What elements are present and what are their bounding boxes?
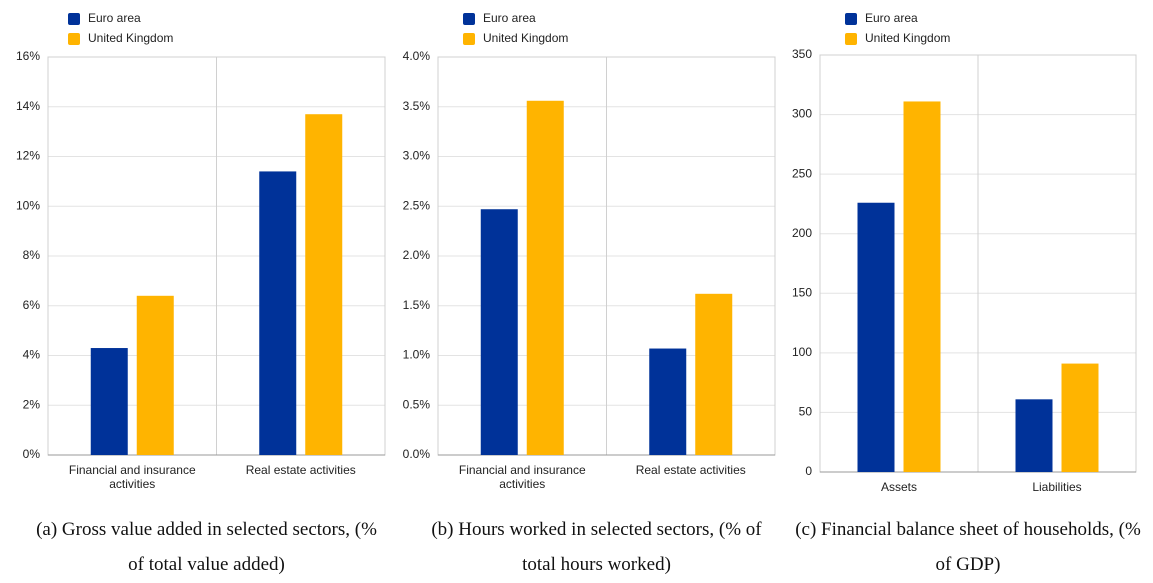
legend-swatch (68, 33, 80, 45)
y-tick-label: 4% (23, 348, 41, 362)
legend-swatch (845, 33, 857, 45)
x-tick-label: Real estate activities (635, 463, 746, 477)
y-tick-label: 12% (16, 149, 40, 163)
caption: (c) Financial balance sheet of household… (795, 519, 1141, 575)
legend-label: Euro area (865, 11, 918, 25)
bar (259, 171, 297, 456)
x-tick-label: Real estate activities (245, 463, 356, 477)
y-tick-label: 0% (23, 447, 41, 461)
bar (136, 295, 174, 455)
bar (526, 100, 564, 455)
bar (1061, 363, 1099, 472)
legend-label: United Kingdom (865, 31, 950, 45)
y-tick-label: 1.0% (403, 348, 431, 362)
bar (649, 348, 687, 455)
x-tick-label: Assets (880, 480, 917, 494)
legend-swatch (68, 13, 80, 25)
x-tick-label: Liabilities (1032, 480, 1082, 494)
y-tick-label: 350 (792, 47, 812, 61)
legend-label: United Kingdom (483, 31, 568, 45)
bar (695, 293, 733, 455)
y-tick-label: 14% (16, 99, 40, 113)
y-tick-label: 250 (792, 166, 812, 180)
bar (857, 202, 895, 473)
bar (480, 209, 518, 455)
y-tick-label: 300 (792, 107, 812, 121)
y-tick-label: 200 (792, 226, 812, 240)
y-tick-label: 2.0% (403, 248, 431, 262)
bar (903, 101, 941, 473)
y-tick-label: 50 (799, 405, 813, 419)
y-tick-label: 2% (23, 397, 41, 411)
legend-label: Euro area (483, 11, 536, 25)
x-tick-label: Financial and insurance activities (458, 463, 586, 491)
legend-swatch (845, 13, 857, 25)
y-tick-label: 3.0% (403, 149, 431, 163)
legend-swatch (463, 33, 475, 45)
y-tick-label: 100 (792, 345, 812, 359)
y-tick-label: 0.5% (403, 397, 431, 411)
bar (1015, 399, 1053, 472)
y-tick-label: 16% (16, 49, 40, 63)
legend-swatch (463, 13, 475, 25)
y-tick-label: 4.0% (403, 49, 431, 63)
y-tick-label: 10% (16, 198, 40, 212)
legend-label: United Kingdom (88, 31, 173, 45)
x-tick-label: Financial and insurance activities (68, 463, 196, 491)
y-tick-label: 8% (23, 248, 41, 262)
y-tick-label: 0 (805, 464, 812, 478)
y-tick-label: 1.5% (403, 298, 431, 312)
y-tick-label: 2.5% (403, 198, 431, 212)
y-tick-label: 6% (23, 298, 41, 312)
bar (305, 114, 343, 456)
y-tick-label: 0.0% (403, 447, 431, 461)
y-tick-label: 3.5% (403, 99, 431, 113)
caption: (a) Gross value added in selected sector… (36, 519, 377, 575)
caption: (b) Hours worked in selected sectors, (%… (431, 519, 762, 575)
y-tick-label: 150 (792, 285, 812, 299)
bar (90, 348, 128, 455)
legend-label: Euro area (88, 11, 141, 25)
